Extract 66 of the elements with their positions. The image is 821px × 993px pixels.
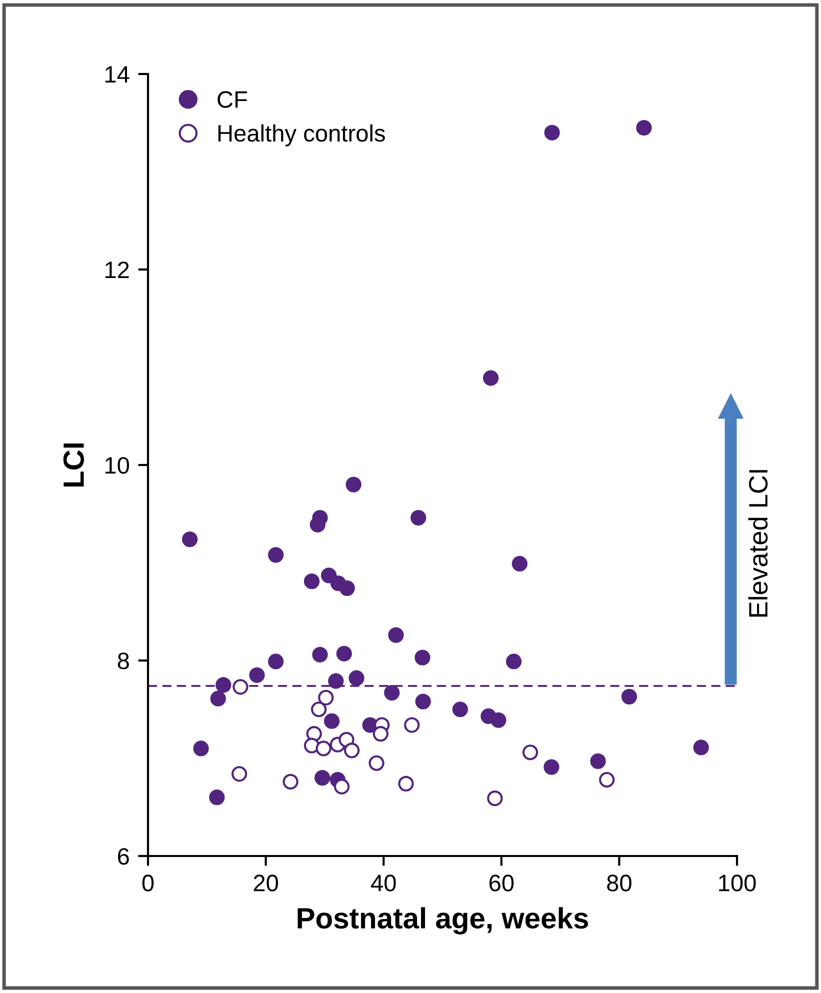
- point: [316, 740, 332, 756]
- point: [336, 646, 352, 662]
- point: [216, 677, 232, 693]
- x-axis-title: Postnatal age, weeks: [298, 907, 588, 934]
- x-tick-label: 40: [371, 874, 396, 892]
- point: [388, 627, 404, 643]
- point: [232, 679, 248, 695]
- legend-label: CF: [218, 91, 247, 108]
- point: [282, 774, 298, 790]
- point: [344, 742, 360, 758]
- y-tick-label: 14: [105, 66, 130, 83]
- point: [210, 690, 226, 706]
- point: [334, 778, 350, 794]
- point: [321, 568, 337, 584]
- point: [314, 770, 330, 786]
- legend-label: Healthy controls: [218, 124, 385, 146]
- point: [414, 650, 430, 666]
- x-tick-label: 0: [142, 874, 154, 892]
- point: [490, 712, 506, 728]
- y-tick-label: 6: [118, 848, 129, 865]
- point: [599, 772, 615, 788]
- point: [249, 667, 265, 683]
- point: [384, 684, 400, 701]
- point: [304, 574, 320, 590]
- point: [693, 740, 709, 756]
- point: [310, 516, 326, 532]
- point: [268, 547, 284, 563]
- x-tick-label: 100: [719, 874, 756, 892]
- point: [182, 531, 198, 548]
- point: [636, 120, 652, 136]
- y-tick-label: 12: [105, 262, 129, 278]
- point: [324, 713, 340, 729]
- point: [512, 556, 528, 572]
- y-axis-title: LCI: [63, 443, 84, 487]
- point: [368, 755, 384, 771]
- text: Elevated LCI: [748, 470, 768, 617]
- point: [487, 790, 503, 806]
- x-tick-label: 20: [254, 874, 278, 892]
- point: [268, 654, 284, 670]
- point: [312, 646, 328, 662]
- y-tick-label: 10: [105, 457, 130, 474]
- point: [231, 766, 248, 782]
- point: [544, 124, 560, 140]
- point: [339, 580, 355, 596]
- point: [404, 717, 420, 733]
- point: [372, 726, 388, 742]
- point: [193, 740, 209, 756]
- x-tick-label: 80: [607, 874, 632, 892]
- y-tick-label: 8: [118, 652, 129, 670]
- point: [506, 654, 522, 670]
- point: [522, 744, 538, 760]
- point: [348, 670, 364, 686]
- point: [482, 370, 499, 386]
- x-tick-label: 60: [489, 874, 514, 892]
- point: [318, 690, 334, 706]
- point: [621, 688, 638, 704]
- point: [328, 673, 344, 689]
- point: [452, 702, 468, 718]
- point: [590, 753, 606, 769]
- point: [410, 510, 426, 526]
- point: [398, 776, 414, 792]
- point: [544, 759, 560, 775]
- point: [209, 790, 225, 806]
- point: [346, 476, 362, 492]
- point: [310, 702, 327, 718]
- point: [415, 694, 431, 710]
